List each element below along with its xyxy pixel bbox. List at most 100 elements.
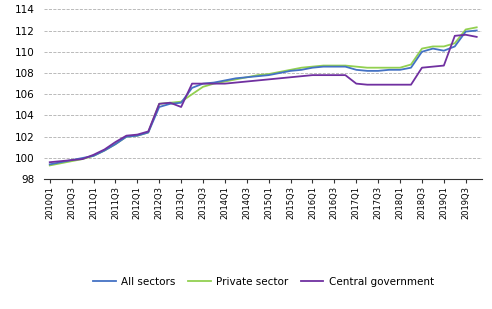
All sectors <box>222 78 228 82</box>
Central government <box>80 157 86 161</box>
All sectors <box>178 101 184 105</box>
Private sector <box>156 102 162 106</box>
Central government <box>299 74 305 78</box>
All sectors <box>156 105 162 109</box>
Private sector <box>222 80 228 83</box>
All sectors <box>320 65 326 69</box>
Private sector <box>397 66 403 70</box>
Private sector <box>419 47 425 50</box>
Private sector <box>441 44 447 48</box>
All sectors <box>145 131 151 134</box>
Private sector <box>233 78 239 81</box>
Private sector <box>353 65 359 69</box>
All sectors <box>244 75 250 79</box>
Central government <box>288 75 294 79</box>
Central government <box>167 101 173 105</box>
Central government <box>452 34 458 38</box>
Central government <box>419 66 425 70</box>
Central government <box>222 82 228 86</box>
Private sector <box>299 66 305 70</box>
Central government <box>134 133 140 137</box>
Central government <box>353 82 359 86</box>
Central government <box>364 83 370 87</box>
Private sector <box>101 149 107 152</box>
All sectors <box>200 82 206 86</box>
All sectors <box>134 134 140 138</box>
All sectors <box>255 74 261 78</box>
Private sector <box>364 66 370 70</box>
All sectors <box>277 71 282 75</box>
Private sector <box>167 101 173 105</box>
Central government <box>233 81 239 84</box>
Private sector <box>145 131 151 134</box>
All sectors <box>47 163 53 166</box>
Central government <box>430 65 436 69</box>
Central government <box>123 134 129 138</box>
Private sector <box>342 64 348 67</box>
Central government <box>397 83 403 87</box>
Private sector <box>80 157 86 161</box>
All sectors <box>299 68 305 72</box>
Private sector <box>211 82 217 86</box>
Private sector <box>244 75 250 79</box>
All sectors <box>211 81 217 84</box>
All sectors <box>353 68 359 72</box>
Central government <box>320 73 326 77</box>
Central government <box>441 64 447 67</box>
Private sector <box>277 70 282 74</box>
Private sector <box>113 142 119 146</box>
Private sector <box>463 28 469 31</box>
All sectors <box>58 160 63 164</box>
Private sector <box>255 73 261 77</box>
All sectors <box>364 69 370 73</box>
Central government <box>113 140 119 144</box>
All sectors <box>69 158 75 162</box>
All sectors <box>167 102 173 106</box>
Legend: All sectors, Private sector, Central government: All sectors, Private sector, Central gov… <box>89 273 438 291</box>
All sectors <box>101 149 107 152</box>
Central government <box>101 148 107 151</box>
Central government <box>58 159 63 163</box>
All sectors <box>474 29 480 32</box>
Central government <box>200 82 206 86</box>
Central government <box>189 82 195 86</box>
Private sector <box>408 63 414 66</box>
Private sector <box>332 64 338 67</box>
All sectors <box>91 154 96 158</box>
Private sector <box>189 92 195 96</box>
Line: All sectors: All sectors <box>50 31 477 164</box>
Central government <box>342 73 348 77</box>
Private sector <box>309 65 315 69</box>
Private sector <box>474 25 480 29</box>
All sectors <box>233 76 239 80</box>
Private sector <box>58 161 63 165</box>
All sectors <box>332 65 338 69</box>
Central government <box>277 76 282 80</box>
All sectors <box>288 69 294 73</box>
Private sector <box>266 72 272 76</box>
Central government <box>255 78 261 82</box>
All sectors <box>419 50 425 54</box>
All sectors <box>397 68 403 72</box>
All sectors <box>441 49 447 53</box>
All sectors <box>123 135 129 139</box>
All sectors <box>452 44 458 48</box>
Private sector <box>91 154 96 158</box>
Central government <box>375 83 381 87</box>
Central government <box>244 80 250 83</box>
Central government <box>145 129 151 133</box>
All sectors <box>386 68 392 72</box>
Private sector <box>69 159 75 163</box>
Private sector <box>452 41 458 45</box>
Central government <box>91 153 96 157</box>
Line: Private sector: Private sector <box>50 27 477 165</box>
Private sector <box>375 66 381 70</box>
All sectors <box>266 73 272 77</box>
Central government <box>47 160 53 164</box>
Private sector <box>178 100 184 104</box>
Private sector <box>134 134 140 138</box>
All sectors <box>463 30 469 33</box>
All sectors <box>80 156 86 160</box>
Central government <box>266 78 272 81</box>
Central government <box>332 73 338 77</box>
